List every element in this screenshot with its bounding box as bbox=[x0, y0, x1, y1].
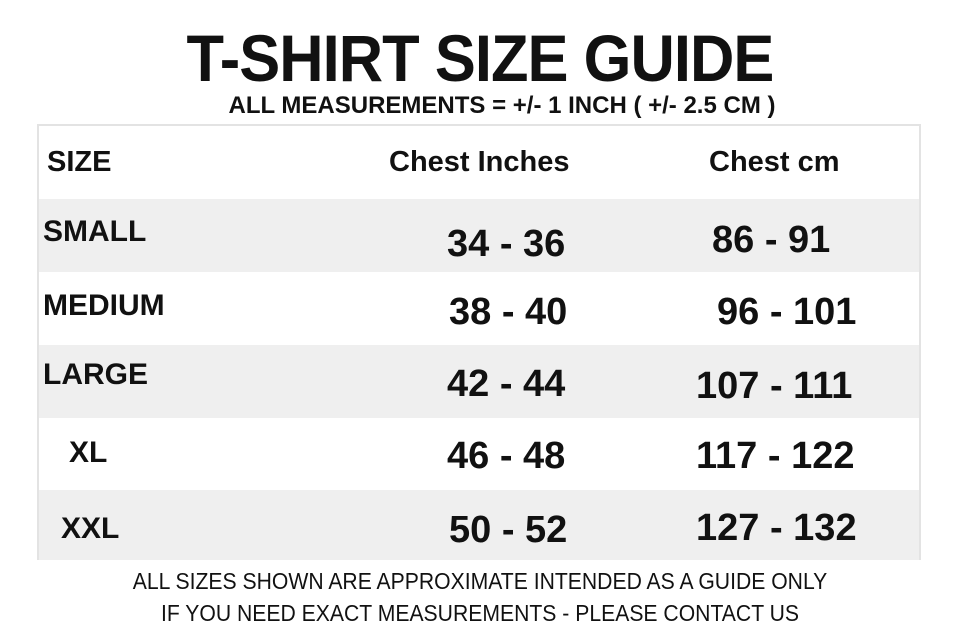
table-row: LARGE 42 - 44 107 - 111 bbox=[39, 345, 919, 418]
table-row: SMALL 34 - 36 86 - 91 bbox=[39, 199, 919, 272]
chest-cm: 107 - 111 bbox=[696, 365, 853, 407]
size-label: XL bbox=[69, 436, 108, 469]
size-label: MEDIUM bbox=[43, 289, 165, 322]
size-label: LARGE bbox=[43, 358, 148, 391]
chest-cm: 127 - 132 bbox=[696, 507, 857, 549]
chest-inches: 34 - 36 bbox=[447, 223, 566, 265]
page-title: T-SHIRT SIZE GUIDE bbox=[186, 21, 775, 95]
table-row: XL 46 - 48 117 - 122 bbox=[39, 418, 919, 491]
table-row: XXL 50 - 52 127 - 132 bbox=[39, 490, 919, 560]
size-table: SIZE Chest Inches Chest cm SMALL 34 - 36… bbox=[37, 124, 921, 560]
chest-cm: 117 - 122 bbox=[696, 435, 855, 477]
chest-inches: 42 - 44 bbox=[447, 363, 566, 405]
chest-cm: 96 - 101 bbox=[717, 291, 857, 333]
size-label: SMALL bbox=[43, 215, 147, 248]
chest-inches: 38 - 40 bbox=[449, 291, 568, 333]
footer-note-2: IF YOU NEED EXACT MEASUREMENTS - PLEASE … bbox=[160, 600, 800, 626]
chest-inches: 50 - 52 bbox=[449, 509, 568, 551]
header-chest-inches: Chest Inches bbox=[389, 146, 570, 178]
chest-inches: 46 - 48 bbox=[447, 435, 566, 477]
size-label: XXL bbox=[61, 512, 120, 545]
table-row: MEDIUM 38 - 40 96 - 101 bbox=[39, 272, 919, 345]
footer-note-1: ALL SIZES SHOWN ARE APPROXIMATE INTENDED… bbox=[132, 568, 828, 594]
header-size: SIZE bbox=[47, 146, 112, 178]
table-header-row: SIZE Chest Inches Chest cm bbox=[39, 126, 919, 199]
header-chest-cm: Chest cm bbox=[709, 146, 840, 178]
chest-cm: 86 - 91 bbox=[712, 219, 831, 261]
subtitle: ALL MEASUREMENTS = +/- 1 INCH ( +/- 2.5 … bbox=[228, 92, 776, 119]
